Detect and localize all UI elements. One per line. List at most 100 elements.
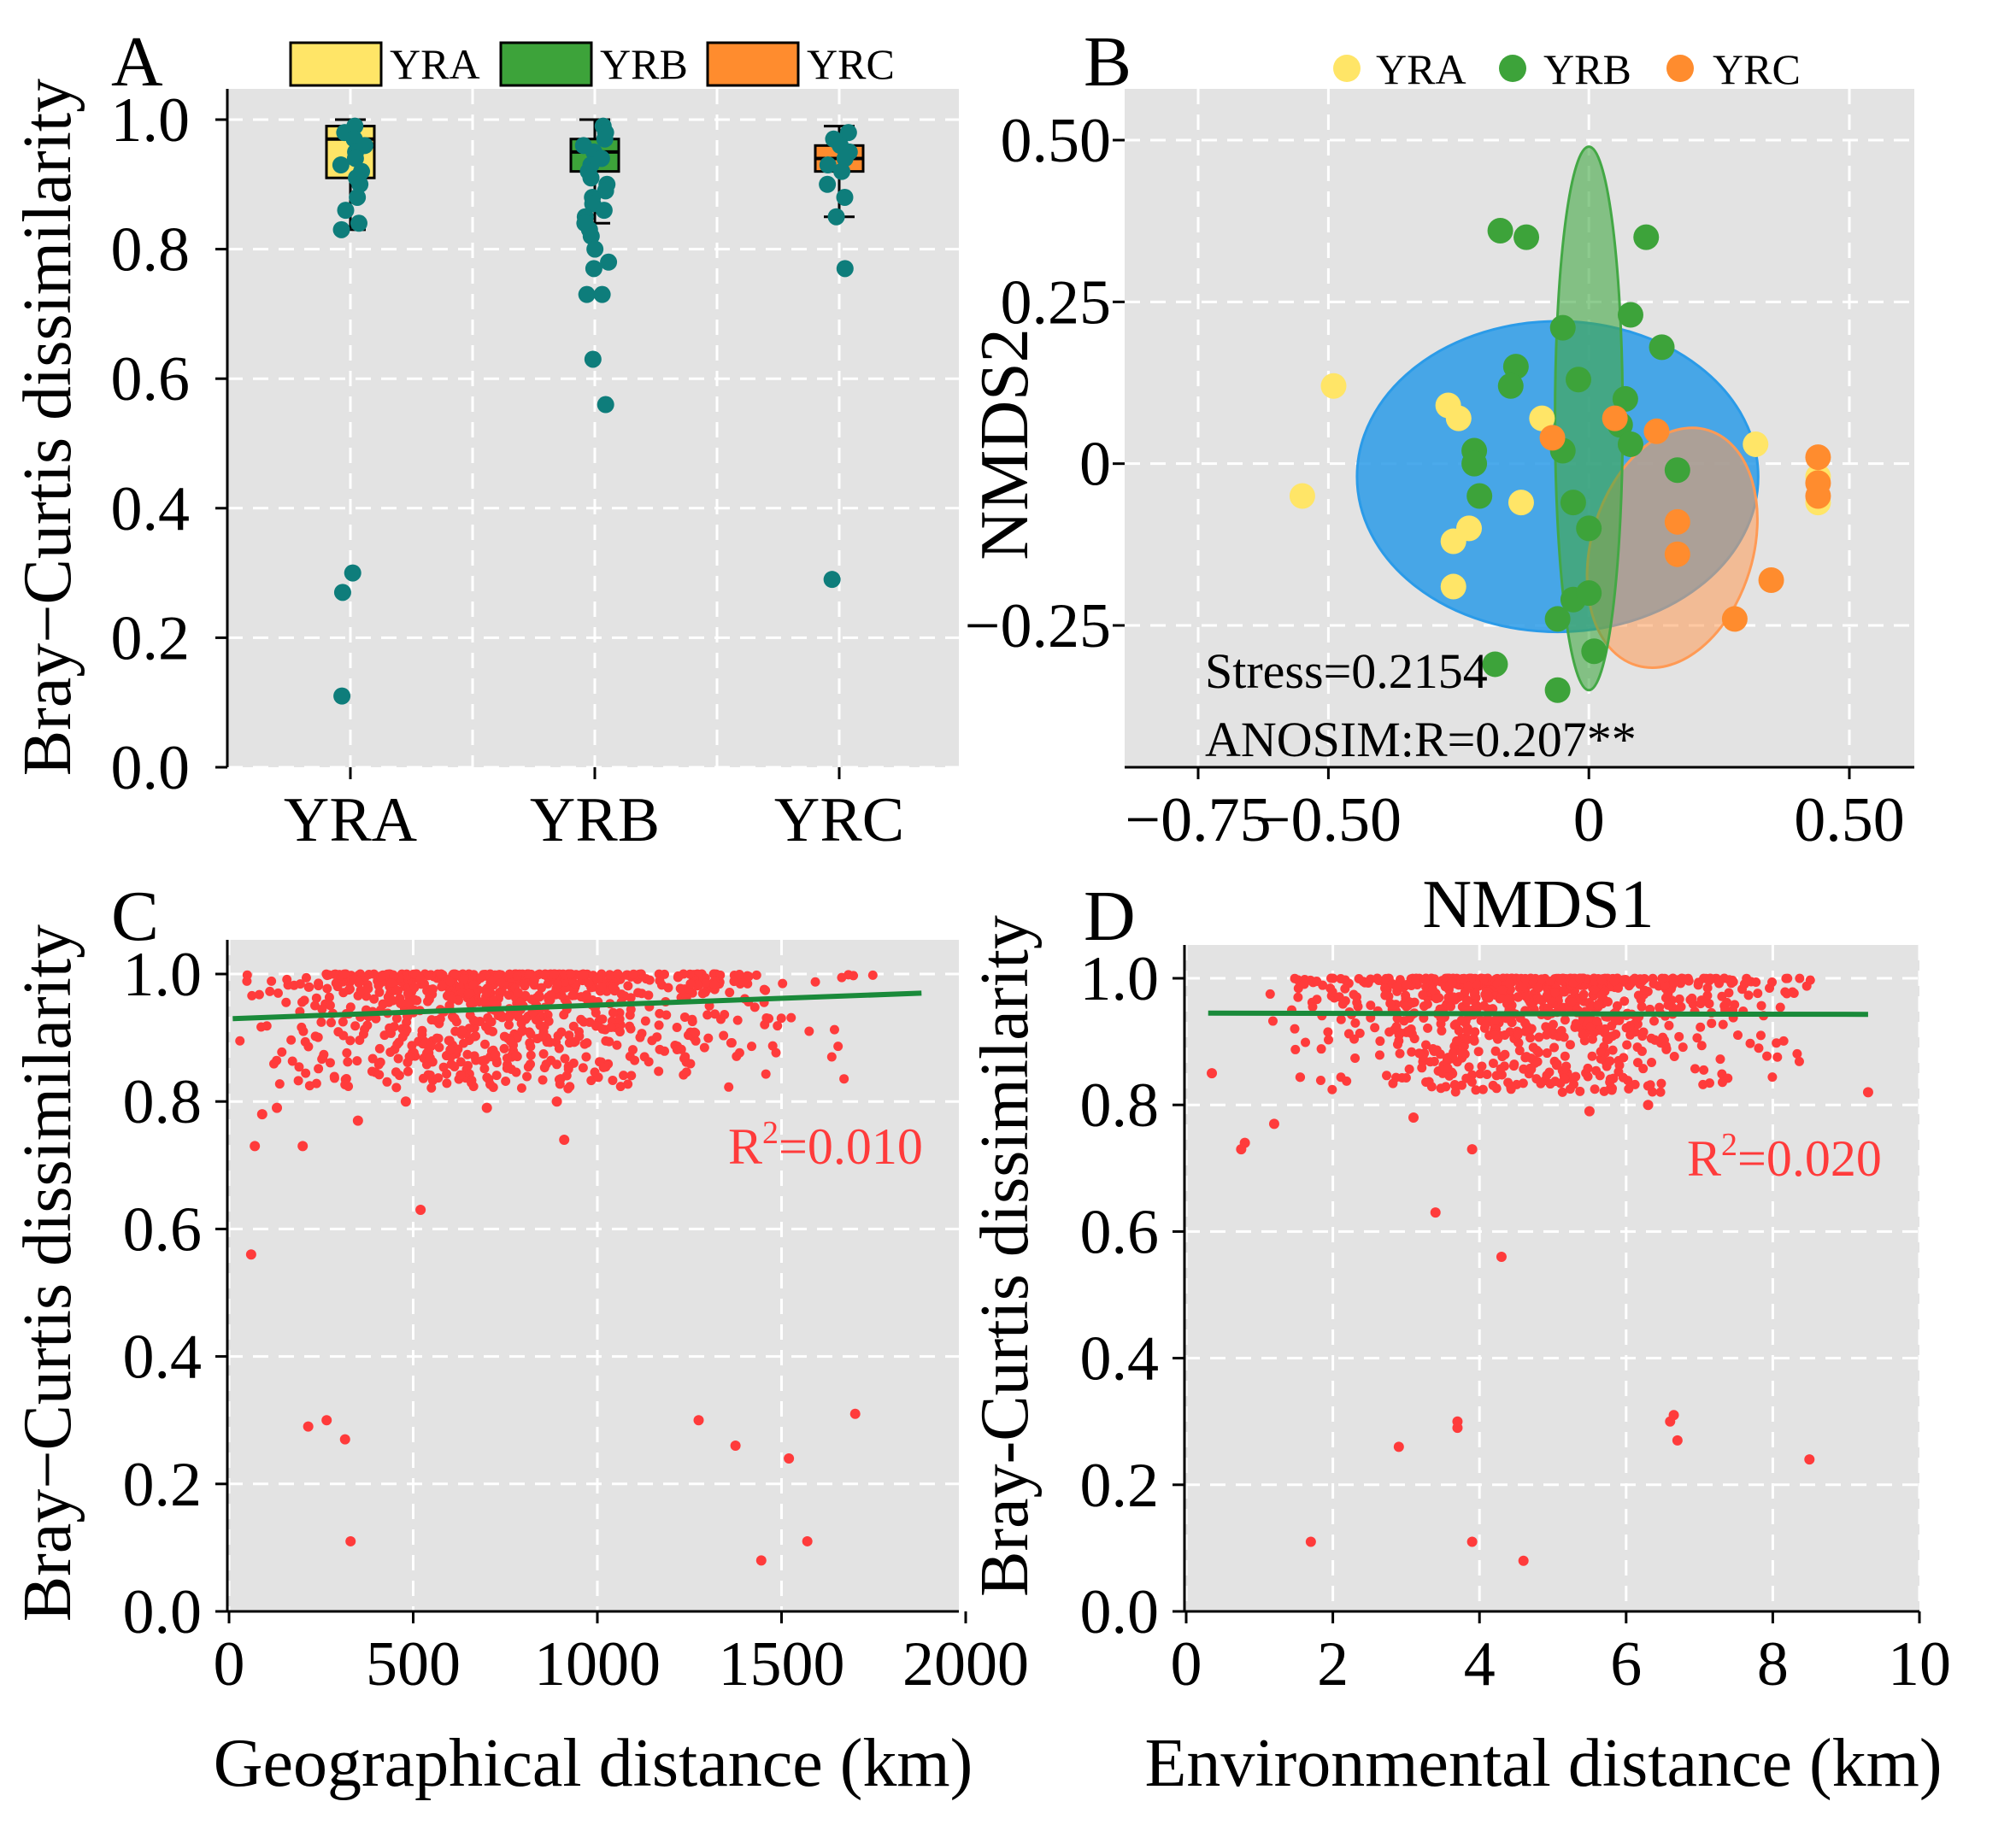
scatter-point — [734, 970, 744, 980]
nmds-point-yrb — [1513, 224, 1540, 250]
nmds-point-yra — [1445, 405, 1472, 431]
nmds-point-yrb — [1461, 450, 1488, 477]
scatter-point — [1862, 1087, 1873, 1098]
box-data-point — [836, 260, 854, 278]
legend-label-yra: YRA — [1376, 45, 1466, 93]
scatter-point — [553, 1030, 563, 1041]
panel-c-points — [226, 940, 959, 1613]
scatter-point — [438, 980, 448, 990]
scatter-point — [1571, 1071, 1581, 1082]
legend-label-yrb: YRB — [600, 40, 688, 88]
scatter-point — [1658, 1032, 1668, 1042]
scatter-point — [442, 1078, 452, 1089]
scatter-point — [301, 972, 311, 983]
panel-d-y-tick-label: 0.2 — [1080, 1451, 1160, 1521]
scatter-point — [626, 1071, 637, 1081]
scatter-point — [559, 1010, 569, 1020]
scatter-point — [554, 1043, 564, 1053]
scatter-point — [426, 1083, 437, 1093]
panel-a-y-tick-label: 0.2 — [111, 603, 191, 673]
scatter-point — [350, 1021, 361, 1031]
scatter-point — [691, 1028, 701, 1038]
scatter-point — [1619, 996, 1630, 1006]
box-data-point — [332, 156, 350, 174]
scatter-point — [1521, 991, 1531, 1001]
scatter-point — [1587, 1034, 1597, 1044]
scatter-point — [1478, 1001, 1489, 1011]
scatter-point — [1425, 1057, 1436, 1067]
scatter-point — [590, 1067, 600, 1077]
panel-b-y-ticks: −0.25 0 0.25 0.50 — [965, 106, 1125, 661]
scatter-point — [418, 1073, 428, 1083]
scatter-point — [559, 1134, 570, 1145]
box-data-point — [836, 188, 854, 206]
scatter-point — [293, 1076, 303, 1086]
scatter-point — [1464, 1062, 1474, 1072]
scatter-point — [1602, 997, 1613, 1007]
panel-c-y-tick-label: 0.6 — [123, 1194, 203, 1265]
scatter-point — [1449, 992, 1459, 1002]
panel-d-x-tick-label: 4 — [1464, 1629, 1496, 1699]
scatter-point — [1583, 1063, 1593, 1073]
scatter-point — [480, 998, 491, 1008]
scatter-point — [400, 1096, 411, 1107]
scatter-point — [1350, 1053, 1361, 1063]
scatter-point — [655, 1044, 665, 1054]
scatter-point — [405, 1052, 415, 1062]
scatter-point — [1518, 1555, 1529, 1566]
scatter-point — [1513, 1030, 1523, 1040]
panel-c-y-ticks: 0.0 0.2 0.4 0.6 0.8 1.0 — [123, 940, 227, 1647]
box-data-point — [337, 202, 355, 220]
nmds-point-yrb — [1482, 651, 1508, 678]
scatter-point — [1305, 1536, 1316, 1547]
scatter-point — [1687, 993, 1697, 1003]
scatter-point — [1466, 1536, 1478, 1547]
box-data-point — [333, 584, 351, 601]
scatter-point — [1542, 1071, 1552, 1081]
scatter-point — [391, 985, 402, 995]
panel-c-x-tick-label: 500 — [366, 1629, 461, 1699]
scatter-point — [316, 1017, 326, 1027]
box-data-point — [600, 253, 618, 271]
box-data-point — [819, 156, 837, 174]
panel-d-y-tick-label: 0.6 — [1080, 1197, 1160, 1267]
panel-b-x-ticks: −0.75−0.50 0 0.50 — [1125, 767, 1905, 855]
scatter-point — [1630, 1079, 1640, 1089]
scatter-point — [1557, 1087, 1567, 1097]
scatter-point — [363, 983, 373, 994]
scatter-point — [1533, 983, 1543, 993]
scatter-point — [325, 1058, 335, 1068]
panel-d-r2-sup: 2 — [1721, 1127, 1737, 1163]
scatter-point — [1461, 1003, 1472, 1013]
scatter-point — [804, 1026, 814, 1036]
scatter-point — [672, 1023, 682, 1033]
box-data-point — [586, 240, 604, 258]
scatter-point — [433, 1073, 444, 1083]
panel-a-y-tick-label: 0.0 — [111, 733, 191, 803]
scatter-point — [1459, 973, 1469, 983]
scatter-point — [1447, 977, 1457, 988]
scatter-point — [516, 1083, 526, 1094]
scatter-point — [626, 1024, 636, 1034]
panel-b-letter: B — [1084, 22, 1131, 102]
scatter-point — [407, 1041, 417, 1051]
scatter-point — [1578, 989, 1589, 1000]
scatter-point — [612, 1040, 622, 1050]
scatter-point — [1542, 1030, 1552, 1040]
panel-d-y-ticks: 0.0 0.2 0.4 0.6 0.8 1.0 — [1080, 944, 1184, 1647]
nmds-point-yra — [1289, 483, 1315, 509]
scatter-point — [356, 985, 366, 995]
scatter-point — [513, 988, 523, 998]
nmds-point-yrb — [1649, 334, 1675, 361]
nmds-point-yra — [1320, 373, 1347, 399]
scatter-point — [387, 995, 397, 1006]
scatter-point — [1692, 1033, 1702, 1043]
scatter-point — [382, 1077, 392, 1087]
scatter-point — [386, 1028, 397, 1038]
scatter-point — [655, 976, 665, 986]
panel-d-x-tick-label: 0 — [1171, 1629, 1202, 1699]
scatter-point — [1715, 1054, 1725, 1065]
scatter-point — [250, 1141, 261, 1152]
box-data-point — [597, 182, 614, 200]
